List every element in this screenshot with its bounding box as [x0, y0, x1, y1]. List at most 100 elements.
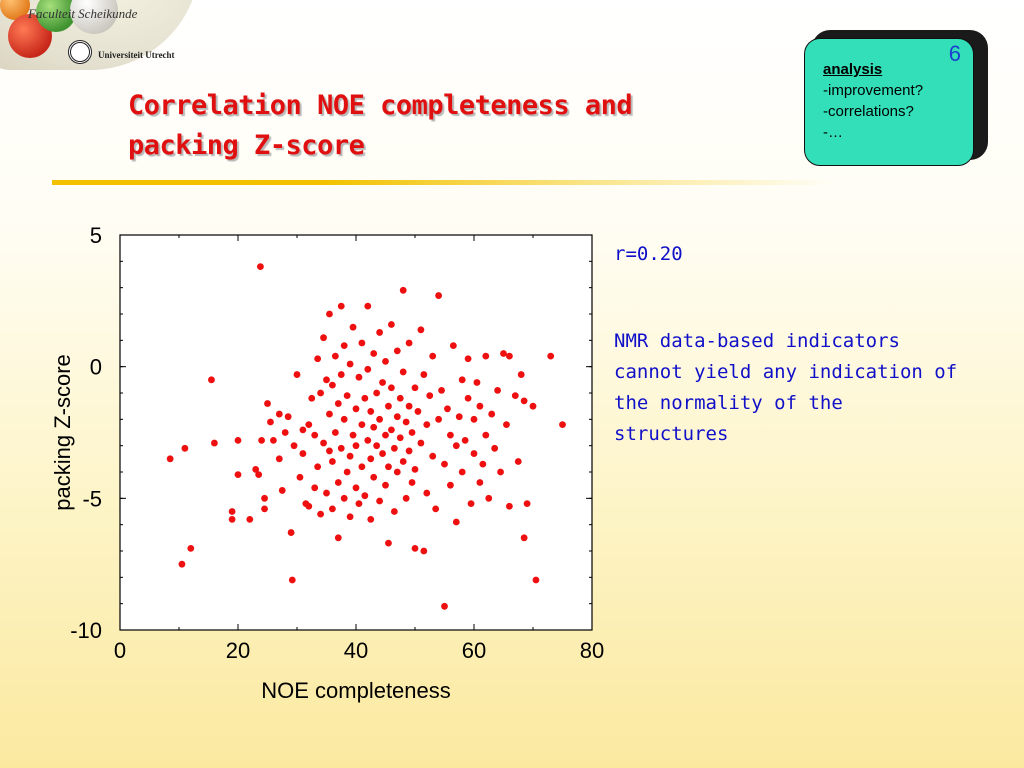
conclusion-line: cannot yield any indication of [614, 361, 958, 383]
data-point [261, 505, 268, 513]
data-point [246, 516, 254, 523]
data-point [382, 431, 389, 439]
data-point [385, 463, 392, 471]
data-point [264, 400, 271, 407]
x-tick-label: 80 [580, 638, 604, 663]
data-point [506, 352, 513, 360]
data-point [317, 389, 324, 397]
conclusion-line: structures [614, 423, 729, 445]
data-point [299, 426, 307, 434]
note-item-analysis: analysis [823, 61, 883, 78]
data-point [520, 534, 528, 542]
data-point [417, 439, 425, 447]
x-tick-label: 20 [226, 638, 250, 663]
x-tick-label: 60 [462, 638, 486, 663]
data-point [340, 342, 348, 349]
data-point [476, 402, 484, 410]
data-point [234, 437, 242, 444]
data-point [455, 413, 463, 421]
data-point [488, 410, 496, 418]
data-point [547, 352, 555, 360]
data-point [447, 481, 454, 489]
data-point [405, 402, 413, 410]
slide-title-line-1: Correlation NOE completeness and [128, 90, 633, 121]
y-tick-label: -5 [82, 486, 102, 511]
data-point [326, 447, 333, 455]
data-point [364, 437, 372, 444]
data-point [441, 602, 448, 610]
data-point [352, 405, 360, 413]
data-point [305, 421, 313, 428]
data-point [311, 431, 319, 439]
data-point [361, 394, 369, 402]
data-point [334, 479, 342, 486]
data-point [334, 400, 342, 407]
data-point [370, 473, 378, 481]
data-point [390, 444, 398, 452]
y-tick-label: 0 [90, 355, 102, 380]
data-point [470, 450, 478, 457]
data-point [429, 352, 437, 360]
data-point [340, 494, 348, 502]
data-point [420, 547, 428, 555]
data-point [299, 450, 307, 457]
data-point [376, 497, 383, 505]
data-point [255, 471, 263, 479]
data-point [187, 544, 195, 552]
data-point [414, 408, 422, 415]
university-name: Universiteit Utrecht [98, 50, 175, 60]
data-point [385, 539, 392, 547]
data-point [370, 423, 378, 431]
data-point [444, 405, 451, 413]
data-point [511, 392, 519, 400]
data-point [408, 429, 416, 436]
data-point [408, 479, 416, 486]
note-item-improvement: -improvement? [823, 82, 924, 99]
data-point [476, 479, 484, 486]
x-tick-label: 0 [114, 638, 126, 663]
data-point [482, 431, 490, 439]
slide-number: 6 [948, 41, 961, 66]
data-point [411, 465, 419, 473]
data-point [334, 534, 342, 542]
data-point [296, 473, 304, 481]
data-point [329, 505, 336, 513]
data-point [234, 471, 242, 479]
data-point [467, 500, 475, 507]
data-point [423, 421, 431, 428]
data-point [529, 402, 537, 410]
data-point [461, 437, 469, 444]
data-point [346, 513, 354, 521]
data-point [211, 439, 218, 447]
data-point [355, 373, 363, 381]
data-point [314, 463, 322, 471]
data-point [349, 431, 357, 439]
data-point [388, 426, 395, 434]
data-point [479, 460, 487, 468]
data-point [275, 410, 283, 418]
data-point [420, 371, 428, 378]
data-point [464, 355, 472, 363]
data-point [491, 444, 499, 452]
data-point [405, 447, 413, 455]
data-point [367, 516, 375, 523]
data-point [252, 465, 260, 473]
data-point [361, 492, 369, 500]
agenda-note-box: 6 analysis -improvement? -correlations? … [804, 38, 974, 166]
chart-layer: 0 20 40 60 80 5 0 -5 -10 NOE completeness packing … [50, 223, 604, 703]
data-point [358, 463, 366, 471]
data-point [290, 442, 298, 450]
data-point [388, 384, 395, 392]
data-point [329, 458, 336, 465]
x-axis-label: NOE completeness [261, 678, 451, 703]
data-point [464, 394, 472, 402]
data-point [364, 365, 372, 373]
data-point [358, 339, 366, 347]
data-point [367, 455, 375, 463]
data-point [452, 442, 460, 450]
data-point [358, 421, 366, 428]
data-point [500, 350, 507, 357]
data-point [308, 394, 316, 402]
data-point [473, 379, 481, 386]
data-point [385, 402, 392, 410]
